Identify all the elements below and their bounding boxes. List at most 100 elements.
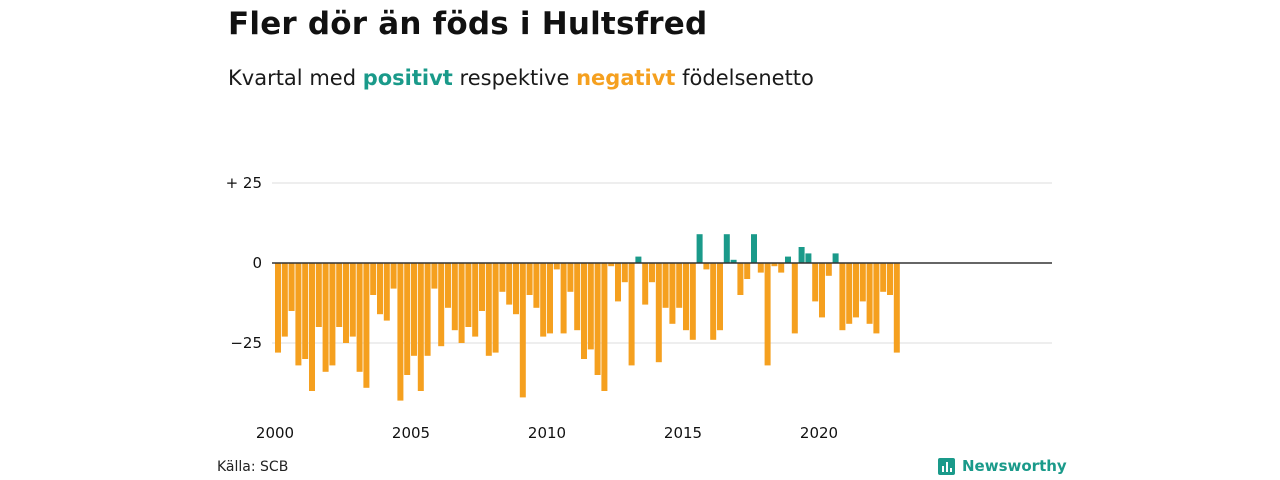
bar bbox=[451, 263, 458, 331]
subtitle-end: födelsenetto bbox=[682, 66, 814, 90]
bar bbox=[635, 256, 642, 263]
subtitle-negative: negativt bbox=[576, 66, 676, 90]
x-tick-label: 2005 bbox=[392, 424, 430, 442]
subtitle-positive: positivt bbox=[362, 66, 453, 90]
bar bbox=[465, 263, 472, 327]
bar bbox=[655, 263, 662, 363]
bar bbox=[343, 263, 349, 343]
x-tick-label: 2010 bbox=[528, 424, 566, 442]
bar bbox=[349, 263, 356, 337]
bar bbox=[499, 263, 506, 292]
bar bbox=[825, 263, 832, 276]
bar bbox=[438, 263, 445, 347]
bar bbox=[356, 263, 363, 372]
bar bbox=[846, 263, 853, 324]
bar bbox=[839, 263, 846, 331]
bar bbox=[785, 256, 791, 263]
brand-logo[interactable]: Newsworthy bbox=[938, 457, 1067, 475]
bar bbox=[553, 263, 560, 270]
bar bbox=[744, 263, 751, 279]
bar bbox=[812, 263, 819, 302]
bar bbox=[404, 263, 411, 375]
bar bbox=[560, 263, 567, 334]
bar bbox=[533, 263, 540, 308]
bar bbox=[778, 263, 785, 273]
bar bbox=[689, 263, 696, 340]
bar bbox=[628, 263, 635, 366]
bar bbox=[703, 263, 710, 270]
bar bbox=[411, 263, 417, 356]
bar bbox=[288, 263, 295, 311]
bar bbox=[771, 263, 778, 267]
bar bbox=[526, 263, 533, 295]
bar bbox=[615, 263, 621, 302]
bar bbox=[472, 263, 479, 337]
bar bbox=[710, 263, 717, 340]
bar bbox=[737, 263, 744, 295]
bar bbox=[873, 263, 880, 334]
bar bbox=[791, 263, 798, 334]
bar bbox=[485, 263, 492, 356]
bar bbox=[832, 253, 839, 263]
bar bbox=[275, 263, 281, 353]
bar bbox=[880, 263, 887, 292]
bar bbox=[567, 263, 574, 292]
bar bbox=[594, 263, 601, 375]
bar bbox=[397, 263, 404, 401]
subtitle-middle: respektive bbox=[459, 66, 570, 90]
y-tick-label: + 25 bbox=[226, 174, 262, 192]
bar bbox=[445, 263, 451, 308]
bar bbox=[669, 263, 676, 324]
bar bbox=[608, 263, 615, 267]
bar bbox=[390, 263, 397, 289]
bar bbox=[683, 263, 689, 331]
bar bbox=[893, 263, 900, 353]
bar bbox=[363, 263, 370, 388]
bar bbox=[649, 263, 655, 283]
bar bbox=[730, 259, 737, 263]
chart-subtitle: Kvartal med positivt respektive negativt… bbox=[228, 66, 814, 90]
bar bbox=[322, 263, 329, 372]
bar bbox=[853, 263, 859, 318]
bar bbox=[859, 263, 866, 302]
bar bbox=[581, 263, 587, 359]
x-tick-label: 2015 bbox=[664, 424, 702, 442]
bar bbox=[751, 234, 757, 263]
bar bbox=[479, 263, 485, 311]
bar bbox=[866, 263, 873, 324]
bar bbox=[805, 253, 812, 263]
bar bbox=[336, 263, 343, 327]
bar bbox=[676, 263, 683, 308]
bar bbox=[309, 263, 315, 391]
bar bbox=[431, 263, 438, 289]
bar bbox=[601, 263, 608, 391]
bar bbox=[717, 263, 723, 331]
bar bbox=[383, 263, 390, 321]
bar bbox=[574, 263, 581, 331]
bar bbox=[302, 263, 309, 359]
bar bbox=[819, 263, 825, 318]
bar bbox=[458, 263, 465, 343]
chart-title: Fler dör än föds i Hultsfred bbox=[228, 6, 708, 42]
bar bbox=[540, 263, 547, 337]
bar bbox=[417, 263, 424, 391]
bar bbox=[547, 263, 553, 334]
bar bbox=[506, 263, 513, 305]
bar bbox=[424, 263, 431, 356]
x-tick-label: 2000 bbox=[256, 424, 294, 442]
bar bbox=[519, 263, 526, 398]
bar bbox=[757, 263, 764, 273]
y-tick-label: 0 bbox=[252, 254, 262, 272]
bar bbox=[513, 263, 519, 315]
bar bbox=[329, 263, 336, 366]
bar bbox=[887, 263, 893, 295]
bar bbox=[587, 263, 594, 350]
bar bbox=[662, 263, 669, 308]
bar bbox=[492, 263, 499, 353]
bar bbox=[798, 247, 805, 263]
brand-name: Newsworthy bbox=[962, 457, 1067, 475]
bar bbox=[281, 263, 288, 337]
newsworthy-icon bbox=[938, 457, 955, 475]
bar bbox=[315, 263, 322, 327]
